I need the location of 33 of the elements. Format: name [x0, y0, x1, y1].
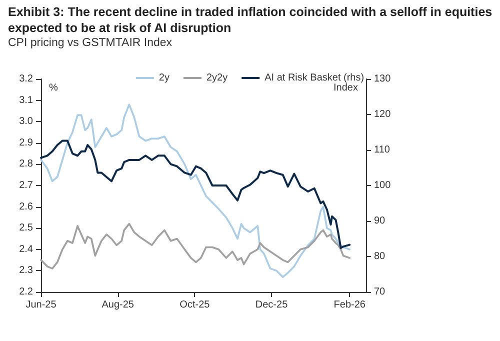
- y-tick-label: 2.8: [19, 158, 34, 170]
- x-tick-label: Feb-26: [334, 300, 366, 310]
- y-tick-label: 2.3: [19, 265, 34, 276]
- y2-tick-label: 110: [374, 144, 390, 156]
- legend-label: 2y: [158, 72, 170, 84]
- x-tick-label: Jun-25: [26, 300, 57, 310]
- y-tick-label: 2.5: [19, 222, 34, 234]
- y2-tick-label: 90: [374, 216, 386, 226]
- y-tick-label: 3.0: [19, 116, 34, 128]
- y-tick-label: 3.2: [19, 74, 34, 84]
- y-tick-label: 2.9: [19, 137, 34, 148]
- y-axis-title: %: [49, 82, 58, 94]
- y-tick-label: 2.4: [19, 244, 34, 255]
- x-tick-label: Oct-25: [180, 300, 210, 310]
- y-tick-label: 2.7: [19, 180, 34, 191]
- y2-axis-title: Index: [334, 82, 358, 94]
- y-tick-label: 2.2: [19, 286, 34, 298]
- chart-subtitle: CPI pricing vs GSTMTAIR Index: [8, 36, 174, 51]
- line-series: [40, 222, 351, 270]
- y2-tick-label: 70: [374, 286, 386, 298]
- y2-tick-label: 130: [374, 74, 392, 84]
- y2-tick-label: 120: [374, 109, 392, 120]
- line-series: [40, 140, 351, 249]
- y-tick-label: 2.6: [19, 201, 34, 212]
- legend-label: AI at Risk Basket (rhs): [264, 72, 364, 84]
- line-series: [40, 104, 351, 278]
- legend-label: 2y2y: [206, 72, 228, 84]
- y2-tick-label: 80: [374, 251, 386, 262]
- y-tick-label: 3.1: [19, 94, 34, 106]
- y2-tick-label: 100: [374, 180, 392, 191]
- x-tick-label: Dec-25: [255, 300, 288, 310]
- x-tick-label: Aug-25: [102, 300, 134, 310]
- chart-title: Exhibit 3: The recent decline in traded inflation coincided with a selloff in equities expected to be at risk of AI disruption: [8, 4, 494, 36]
